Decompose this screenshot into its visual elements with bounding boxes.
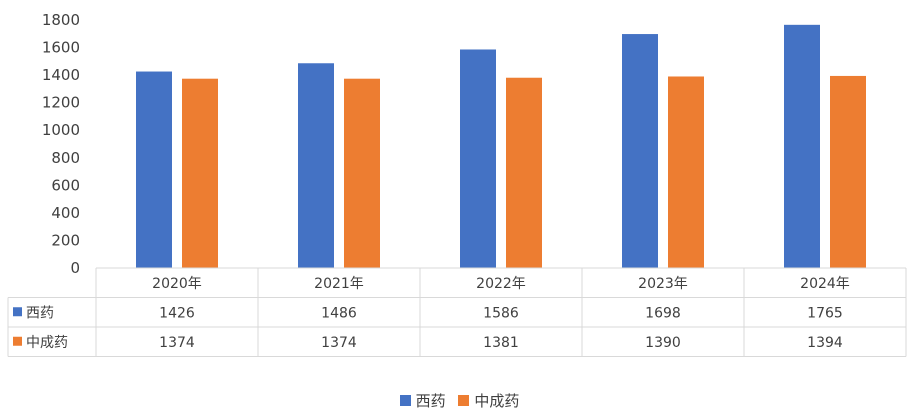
bar-series-1-2 — [460, 49, 496, 269]
data-label-series-2-1: 1374 — [321, 335, 357, 351]
y-tick-label-0: 0 — [70, 259, 80, 277]
y-tick-label-3: 600 — [51, 176, 80, 194]
y-tick-label-7: 1400 — [42, 66, 80, 84]
x-tick-label-4: 2024年 — [800, 276, 850, 292]
legend-label-series-2: 中成药 — [474, 392, 520, 410]
bar-series-2-4 — [830, 75, 866, 268]
legend-swatch-series-2 — [458, 395, 470, 406]
x-tick-label-2: 2022年 — [476, 276, 526, 292]
bars — [136, 24, 866, 269]
bar-series-1-4 — [784, 24, 820, 269]
legend-swatch-series-1 — [399, 395, 411, 406]
bar-series-1-1 — [298, 63, 334, 268]
bar-series-2-3 — [668, 76, 704, 268]
bar-series-1-0 — [136, 71, 172, 268]
table-swatch-series-1 — [13, 307, 22, 317]
data-label-series-1-2: 1586 — [483, 305, 519, 321]
x-tick-label-3: 2023年 — [638, 276, 688, 292]
legend-item-series-2: 中成药 — [458, 390, 519, 411]
bar-series-2-2 — [506, 77, 542, 269]
data-label-series-2-2: 1381 — [483, 335, 519, 351]
bar-series-2-1 — [344, 78, 380, 269]
bar-series-1-3 — [622, 34, 658, 269]
legend-item-series-1: 西药 — [399, 390, 446, 411]
y-axis: 0 200 400 600 800 1000 1200 1400 1600 1800 — [42, 11, 80, 277]
y-tick-label-9: 1800 — [42, 11, 80, 29]
table-row-label-series-2: 中成药 — [26, 335, 68, 351]
data-label-series-2-3: 1390 — [645, 335, 681, 351]
table-swatch-series-2 — [13, 336, 22, 346]
data-label-series-1-0: 1426 — [159, 305, 195, 321]
y-tick-label-8: 1600 — [42, 39, 80, 57]
bar-series-2-0 — [182, 78, 218, 269]
y-tick-label-1: 200 — [51, 231, 80, 249]
data-label-series-1-3: 1698 — [645, 305, 681, 321]
table-row-label-series-1: 西药 — [26, 305, 54, 321]
data-label-series-1-4: 1765 — [807, 305, 843, 321]
x-tick-label-0: 2020年 — [152, 276, 202, 292]
data-label-series-1-1: 1486 — [321, 305, 357, 321]
y-tick-label-2: 400 — [51, 204, 80, 222]
y-tick-label-4: 800 — [51, 149, 80, 167]
y-tick-label-5: 1000 — [42, 121, 80, 139]
x-tick-label-1: 2021年 — [314, 276, 364, 292]
y-tick-label-6: 1200 — [42, 94, 80, 112]
legend-label-series-1: 西药 — [415, 392, 446, 410]
legend: 西药 中成药 — [0, 390, 919, 411]
data-label-series-2-4: 1394 — [807, 335, 843, 351]
data-label-series-2-0: 1374 — [159, 335, 195, 351]
